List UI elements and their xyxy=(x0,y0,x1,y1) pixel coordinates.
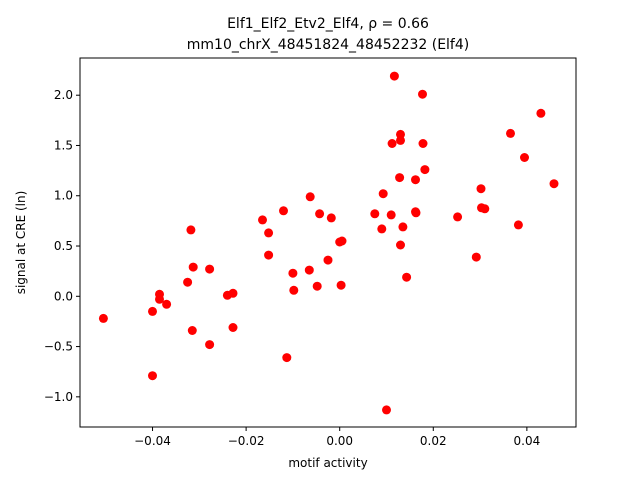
data-point-10 xyxy=(205,264,215,274)
data-point-44 xyxy=(411,175,420,185)
data-point-22 xyxy=(304,265,314,275)
data-point-47 xyxy=(418,89,427,99)
data-point-5 xyxy=(162,299,172,309)
y-tick-label: 1.0 xyxy=(54,189,73,203)
data-point-35 xyxy=(386,210,396,220)
x-axis-label: motif activity xyxy=(288,456,367,470)
data-point-51 xyxy=(471,252,481,262)
data-point-52 xyxy=(476,184,486,194)
y-axis-label: signal at CRE (ln) xyxy=(14,191,28,295)
data-point-13 xyxy=(228,288,238,298)
data-point-17 xyxy=(264,250,274,260)
data-point-7 xyxy=(186,225,196,235)
data-point-34 xyxy=(382,405,391,415)
data-point-18 xyxy=(279,206,288,216)
data-point-24 xyxy=(312,281,322,291)
data-point-6 xyxy=(183,277,193,287)
data-point-20 xyxy=(288,268,298,278)
data-point-21 xyxy=(289,285,299,295)
data-point-48 xyxy=(418,139,428,148)
data-point-37 xyxy=(389,71,399,81)
data-point-57 xyxy=(520,153,529,162)
y-axis: −1.0 −0.5 0.0 0.5 1.0 1.5 2.0 xyxy=(44,88,80,404)
data-point-16 xyxy=(264,228,274,238)
data-point-55 xyxy=(506,128,515,138)
data-point-23 xyxy=(305,192,315,202)
chart-title-line-1: Elf1_Elf2_Etv2_Elf4, ρ = 0.66 xyxy=(227,16,429,32)
data-point-30 xyxy=(337,236,347,246)
data-point-8 xyxy=(188,262,198,272)
data-point-31 xyxy=(370,209,380,219)
data-point-9 xyxy=(187,326,197,335)
x-tick-label: −0.04 xyxy=(134,434,171,448)
data-point-42 xyxy=(398,222,408,232)
x-tick-label: 0.00 xyxy=(326,434,353,448)
chart-title-line-2: mm10_chrX_48451824_48452232 (Elf4) xyxy=(187,37,469,53)
data-point-33 xyxy=(378,189,388,199)
y-tick-label: 0.5 xyxy=(54,239,73,253)
data-point-56 xyxy=(513,220,523,230)
data-point-41 xyxy=(396,240,405,250)
y-tick-label: −0.5 xyxy=(44,340,73,354)
data-point-2 xyxy=(148,306,157,316)
data-point-43 xyxy=(402,272,412,282)
data-point-0 xyxy=(98,313,108,323)
y-tick-label: 0.0 xyxy=(54,289,73,303)
data-point-19 xyxy=(282,353,292,363)
y-tick-label: 2.0 xyxy=(54,88,73,102)
data-point-32 xyxy=(377,224,387,234)
data-point-11 xyxy=(205,340,215,350)
x-tick-label: −0.02 xyxy=(228,434,265,448)
data-point-4 xyxy=(155,294,164,304)
data-point-38 xyxy=(395,173,405,183)
data-point-46 xyxy=(411,208,421,218)
data-point-14 xyxy=(228,323,238,332)
x-tick-label: 0.04 xyxy=(514,434,541,448)
y-tick-label: 1.5 xyxy=(54,138,73,152)
x-tick-label: 0.02 xyxy=(420,434,447,448)
data-point-29 xyxy=(336,280,346,290)
data-point-25 xyxy=(315,209,325,219)
data-point-27 xyxy=(326,213,336,223)
data-point-1 xyxy=(148,371,157,381)
plot-frame xyxy=(79,57,577,428)
points-layer xyxy=(98,71,559,415)
data-point-59 xyxy=(549,179,559,189)
data-point-49 xyxy=(420,165,430,175)
data-point-54 xyxy=(480,204,490,214)
data-point-58 xyxy=(536,108,546,118)
data-point-50 xyxy=(453,212,463,222)
x-axis: −0.04 −0.02 0.00 0.02 0.04 xyxy=(134,427,540,448)
data-point-36 xyxy=(387,139,397,148)
y-tick-label: −1.0 xyxy=(44,390,73,404)
data-point-40 xyxy=(396,129,405,139)
data-point-15 xyxy=(258,215,267,225)
data-point-26 xyxy=(323,255,333,265)
